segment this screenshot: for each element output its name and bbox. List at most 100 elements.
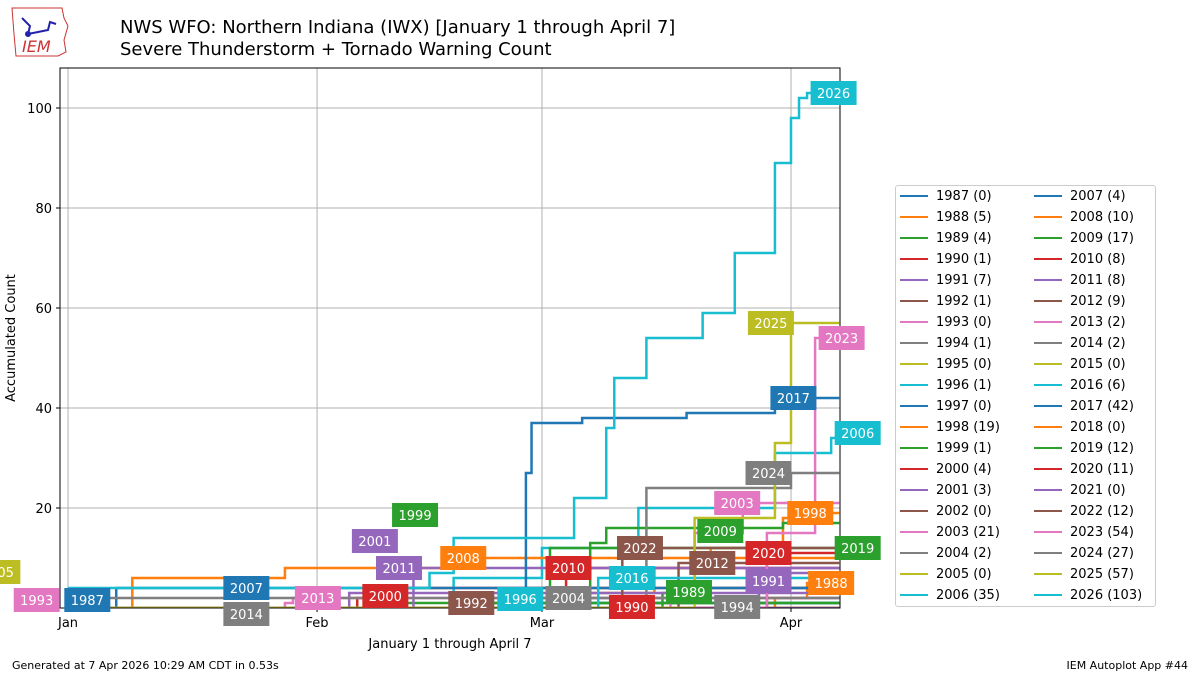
legend-item: 2011 (8): [1034, 271, 1126, 289]
series-end-label: 1987: [71, 594, 104, 609]
legend-label: 1994 (1): [936, 335, 992, 351]
series-end-label: 1988: [815, 577, 848, 592]
series-end-label-box: [497, 587, 544, 611]
y-tick-label: 80: [35, 202, 52, 217]
series-line-2024: [68, 471, 840, 608]
series-end-label-group: 2017: [770, 386, 817, 410]
legend-label: 2011 (8): [1070, 272, 1126, 288]
chart-title: NWS WFO: Northern Indiana (IWX) [January…: [120, 17, 675, 61]
series-end-label-group: 2023: [818, 326, 865, 350]
series-end-label-group: 2011: [375, 556, 422, 580]
series-end-label-box: [351, 529, 398, 553]
legend-item: 2004 (2): [900, 544, 992, 562]
series-end-label-box: [747, 311, 794, 335]
legend-swatch: [1034, 236, 1062, 240]
series-end-label-group: 2010: [545, 556, 592, 580]
series-end-label-group: 2005: [0, 560, 21, 584]
series-end-label-box: [448, 591, 495, 615]
legend-label: 1988 (5): [936, 209, 992, 225]
legend: 1987 (0) 1988 (5) 1989 (4) 1990 (1) 1991 (7)…: [895, 185, 1156, 607]
series-end-label: 1999: [399, 509, 432, 524]
series-end-label: 1994: [721, 601, 754, 616]
legend-swatch: [900, 194, 928, 198]
series-end-label-group: 2016: [608, 566, 655, 590]
legend-swatch: [900, 215, 928, 219]
legend-swatch: [1034, 362, 1062, 366]
legend-label: 1996 (1): [936, 377, 992, 393]
series-line-2006: [68, 433, 840, 608]
series-end-label-box: [745, 461, 792, 485]
legend-item: 1994 (1): [900, 334, 992, 352]
legend-swatch: [900, 278, 928, 282]
legend-label: 2017 (42): [1070, 398, 1134, 414]
legend-label: 2005 (0): [936, 566, 992, 582]
legend-swatch: [1034, 404, 1062, 408]
legend-label: 2022 (12): [1070, 503, 1134, 519]
series-end-label: 2010: [552, 562, 585, 577]
series-end-label-group: 2008: [440, 546, 487, 570]
series-end-label-box: [834, 536, 881, 560]
x-tick-label: Apr: [780, 616, 803, 631]
series-end-label-group: 2022: [616, 536, 663, 560]
legend-label: 2026 (103): [1070, 587, 1143, 603]
legend-label: 2018 (0): [1070, 419, 1126, 435]
legend-label: 2025 (57): [1070, 566, 1134, 582]
series-end-label-group: 1994: [714, 595, 761, 619]
series-end-label-group: 2000: [362, 584, 409, 608]
series-end-label-group: 1993: [13, 588, 60, 612]
legend-label: 1987 (0): [936, 188, 992, 204]
legend-item: 1999 (1): [900, 439, 992, 457]
series-line-2017: [68, 396, 840, 608]
legend-swatch: [1034, 215, 1062, 219]
legend-swatch: [900, 488, 928, 492]
series-end-label-box: [787, 501, 834, 525]
series-end-label-box: [808, 571, 855, 595]
series-end-label: 2011: [382, 562, 415, 577]
legend-swatch: [1034, 530, 1062, 534]
series-end-label-group: 2004: [545, 586, 592, 610]
legend-item: 1997 (0): [900, 397, 992, 415]
legend-label: 2010 (8): [1070, 251, 1126, 267]
x-tick-label: Jan: [57, 616, 78, 631]
legend-item: 2005 (0): [900, 565, 992, 583]
legend-swatch: [1034, 425, 1062, 429]
x-tick-label: Feb: [306, 616, 329, 631]
legend-swatch: [1034, 278, 1062, 282]
series-end-label-box: [375, 556, 422, 580]
svg-text:IEM: IEM: [22, 37, 51, 56]
series-end-label: 2003: [721, 497, 754, 512]
legend-swatch: [1034, 509, 1062, 513]
series-end-label-group: 2012: [689, 551, 736, 575]
title-line-2: Severe Thunderstorm + Tornado Warning Co…: [120, 39, 552, 60]
series-line-2001: [68, 591, 840, 608]
series-end-label-box: [223, 602, 270, 626]
legend-item: 2012 (9): [1034, 292, 1126, 310]
legend-label: 2007 (4): [1070, 188, 1126, 204]
legend-label: 2008 (10): [1070, 209, 1134, 225]
series-end-label-group: 2007: [223, 576, 270, 600]
legend-swatch: [900, 572, 928, 576]
series-end-label: 1990: [615, 601, 648, 616]
y-tick-label: 60: [35, 302, 52, 317]
series-end-label-group: 1999: [392, 503, 439, 527]
legend-label: 2012 (9): [1070, 293, 1126, 309]
legend-label: 1991 (7): [936, 272, 992, 288]
legend-label: 2020 (11): [1070, 461, 1134, 477]
legend-item: 1991 (7): [900, 271, 992, 289]
series-end-label-group: 1988: [808, 571, 855, 595]
series-end-label: 1996: [504, 593, 537, 608]
legend-label: 2004 (2): [936, 545, 992, 561]
series-end-label-box: [440, 546, 487, 570]
series-end-label-box: [64, 588, 111, 612]
legend-item: 2008 (10): [1034, 208, 1134, 226]
legend-label: 1989 (4): [936, 230, 992, 246]
legend-swatch: [900, 530, 928, 534]
legend-swatch: [900, 425, 928, 429]
legend-item: 2018 (0): [1034, 418, 1126, 436]
legend-swatch: [1034, 257, 1062, 261]
legend-swatch: [900, 383, 928, 387]
legend-swatch: [1034, 467, 1062, 471]
series-end-label: 2000: [369, 590, 402, 605]
legend-item: 2021 (0): [1034, 481, 1126, 499]
series-end-label: 2026: [817, 87, 850, 102]
